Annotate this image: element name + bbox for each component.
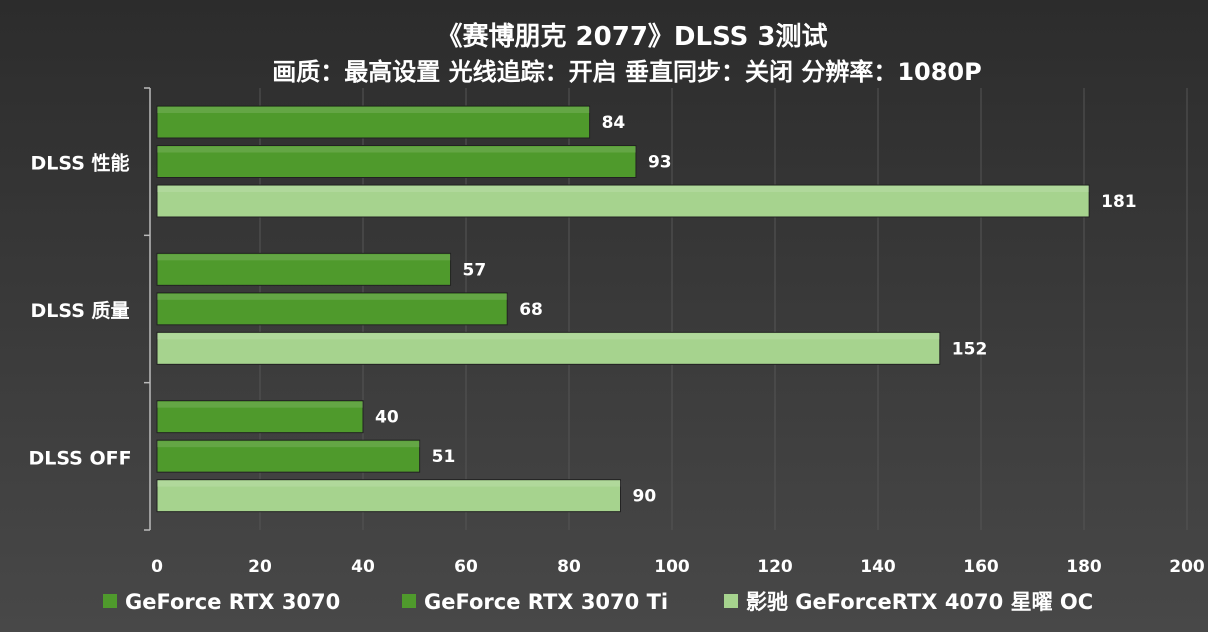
x-tick-label: 80 (557, 557, 581, 577)
x-tick-label: 160 (963, 557, 999, 577)
x-tick-label: 100 (654, 557, 690, 577)
bar (156, 479, 621, 513)
data-label: 93 (648, 153, 672, 173)
legend-swatch (402, 594, 416, 608)
bar-highlight (157, 186, 1090, 192)
bar-highlight (157, 401, 363, 408)
data-label: 84 (602, 113, 626, 133)
category-label: DLSS 质量 (30, 300, 129, 322)
bar-highlight (157, 254, 451, 261)
bar (156, 331, 941, 365)
legend-swatch (724, 594, 738, 608)
legend-label: GeForce RTX 3070 (125, 590, 340, 614)
data-label: 51 (432, 447, 456, 467)
x-tick-label: 40 (351, 557, 375, 577)
data-label: 152 (952, 339, 988, 359)
legend-label: GeForce RTX 3070 Ti (424, 590, 668, 614)
x-tick-label: 20 (248, 557, 272, 577)
chart-subtitle: 画质：最高设置 光线追踪：开启 垂直同步：关闭 分辨率：1080P (272, 58, 981, 86)
bar-highlight (157, 333, 940, 340)
x-tick-label: 140 (860, 557, 896, 577)
bar (156, 439, 421, 473)
x-tick-label: 200 (1169, 557, 1205, 577)
x-tick-label: 120 (757, 557, 793, 577)
data-label: 90 (633, 487, 657, 507)
data-label: 57 (463, 260, 487, 280)
legend-swatch (103, 594, 117, 608)
data-label: 40 (375, 408, 399, 428)
bar (156, 400, 364, 434)
bar-highlight (157, 480, 621, 487)
bar (156, 252, 452, 286)
chart-title: 《赛博朋克 2077》DLSS 3测试 (437, 21, 828, 52)
bar-highlight (157, 293, 508, 300)
x-tick-label: 180 (1066, 557, 1102, 577)
bar-highlight (157, 107, 590, 113)
category-label: DLSS OFF (28, 447, 131, 469)
x-tick-label: 0 (151, 557, 163, 577)
x-tick-label: 60 (454, 557, 478, 577)
bar (156, 105, 591, 139)
category-label: DLSS 性能 (30, 152, 129, 175)
data-label: 181 (1101, 192, 1137, 212)
data-label: 68 (519, 300, 543, 320)
legend-label: 影驰 GeForceRTX 4070 星曜 OC (746, 590, 1093, 614)
bar-highlight (157, 146, 636, 153)
bar-highlight (157, 441, 420, 448)
bar (156, 145, 637, 178)
bar (156, 292, 508, 326)
bar (156, 184, 1090, 218)
